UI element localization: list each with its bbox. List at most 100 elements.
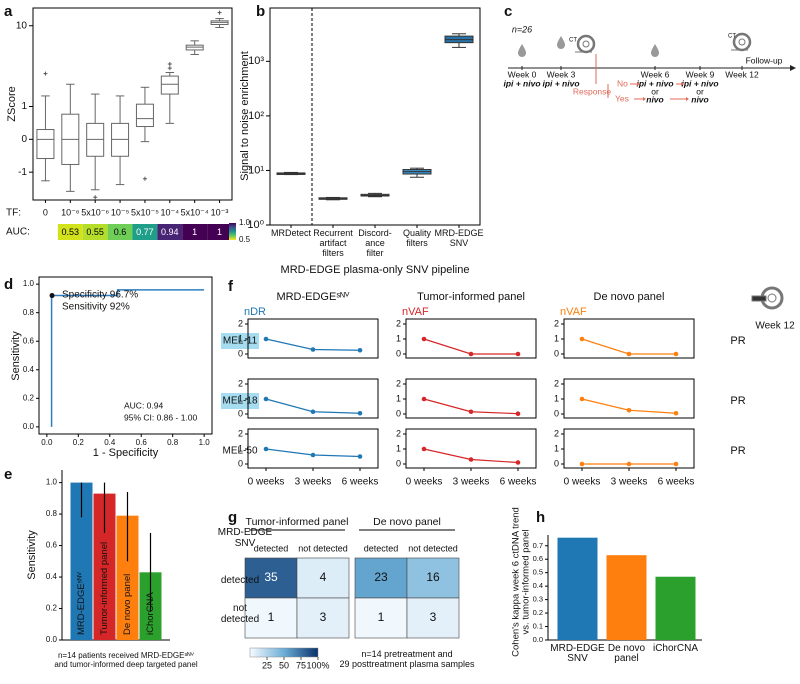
response: PR [730, 395, 745, 407]
y-tick-label: 1.0 [23, 279, 35, 288]
point [579, 336, 585, 342]
y-tick-label: 10⁰ [247, 219, 264, 231]
row-highlight [221, 333, 259, 349]
bar [93, 493, 116, 640]
yes-branch: Yes [615, 93, 629, 103]
column-label: not detected [298, 543, 348, 553]
x-tick-label: 6 weeks [658, 477, 695, 488]
y-tick-label: 10¹ [248, 164, 264, 176]
week-label: Week 6 [641, 69, 670, 79]
y-tick-label: 0.2 [23, 393, 35, 402]
bar [557, 537, 598, 640]
point [468, 457, 474, 462]
x-tick-label: 3 weeks [453, 477, 490, 488]
point [421, 336, 427, 342]
point [468, 351, 474, 357]
panel-letter: b [256, 3, 265, 20]
treatment: ipi + nivo [636, 78, 673, 88]
x-tick-label: De novo panel [607, 643, 646, 664]
x-tick-label: iChorCNA [652, 643, 699, 654]
box [36, 129, 55, 160]
flier [93, 195, 98, 200]
heat-cell [296, 597, 350, 639]
point [673, 351, 679, 357]
treatment-alt: nivo [691, 94, 708, 104]
flier [142, 176, 147, 181]
auc-label: AUC: [6, 227, 30, 238]
x-tick-label: MRD-EDGE SNV [434, 228, 484, 248]
x-tick-label: 0 weeks [248, 477, 285, 488]
auc-cell [157, 224, 183, 240]
x-tick-label: Recurrent artifact filters [313, 228, 353, 258]
row-label: MEL-18 [222, 396, 257, 407]
point [626, 351, 632, 357]
point [263, 396, 269, 402]
x-tick-label: 10⁻⁶ [61, 207, 80, 217]
y-tick-label: 2 [238, 318, 243, 328]
y-axis-label: Sensitivity [10, 331, 22, 381]
footnote: n=14 patients received MRD-EDGEˢᴺⱽ and t… [54, 651, 198, 669]
panel-letter: e [4, 466, 12, 483]
flier [43, 71, 48, 76]
blood-drops [518, 36, 659, 57]
auc-value: 0.53 [62, 227, 80, 237]
x-axis-label: TF: [6, 208, 21, 219]
y-tick-label: 1.0 [46, 478, 58, 487]
x-axis-label: 1 - Specificity [93, 447, 159, 459]
heat-cell [354, 597, 408, 639]
point [421, 396, 427, 402]
treatment: ipi + nivo [542, 78, 579, 88]
flier [167, 62, 172, 67]
auc-cell [207, 224, 232, 240]
y-tick-label: 10 [16, 20, 28, 31]
auc-colorbar [229, 223, 236, 240]
row-label: detected [220, 575, 260, 586]
y-tick-label: 1 [396, 393, 401, 403]
panel-title: Tumor-informed panel [246, 516, 349, 528]
y-tick-label: 0.4 [46, 572, 58, 581]
heat-cell [354, 557, 408, 599]
x-tick-label: 6 weeks [500, 477, 537, 488]
row-label: not detected [220, 603, 260, 625]
y-axis-label: nVAF [402, 306, 429, 318]
y-tick-label: 0.6 [46, 541, 58, 550]
point [515, 351, 521, 357]
box [160, 75, 179, 95]
plot-frame [32, 7, 233, 201]
point [673, 461, 679, 467]
branch-arrowhead [686, 97, 689, 101]
no-branch: No [617, 78, 628, 88]
x-tick-label: 0.2 [73, 438, 85, 447]
y-tick-label: 1 [554, 333, 559, 343]
ct-scanners [575, 32, 784, 310]
colorbar-label: 0.5 [239, 235, 251, 244]
y-tick-label: 1 [396, 333, 401, 343]
x-tick-label: 1.0 [199, 438, 211, 447]
y-tick-label: 2 [396, 318, 401, 328]
colorbar-label: 25 [262, 660, 272, 670]
response: PR [730, 335, 745, 347]
y-tick-label: 2 [396, 378, 401, 388]
point [263, 336, 269, 342]
heat-cell [406, 557, 460, 599]
annotation: Sensitivity 92% [62, 302, 130, 313]
bar [606, 555, 647, 640]
bar [655, 576, 696, 640]
ct-label: CT [728, 34, 736, 40]
panel-title: De novo panel [373, 516, 441, 528]
heat-cell [296, 557, 350, 599]
point [310, 409, 316, 415]
column-title: MRD-EDGEˢᴺⱽ [276, 291, 349, 303]
auc-cell [182, 224, 208, 240]
y-tick-label: 0 [238, 458, 243, 468]
bar-label: iChorCNA [145, 592, 156, 635]
auc-cell [107, 224, 133, 240]
y-tick-label: 1 [238, 443, 243, 453]
row-label: MEL-50 [222, 446, 257, 457]
y-tick-label: 0.5 [533, 568, 543, 577]
y-axis-label: nVAF [560, 306, 587, 318]
x-tick-label: MRD-EDGE SNV [550, 643, 605, 664]
bar-label: MRD-EDGEˢᴺⱽ [76, 571, 87, 635]
x-tick-label: 3 weeks [295, 477, 332, 488]
